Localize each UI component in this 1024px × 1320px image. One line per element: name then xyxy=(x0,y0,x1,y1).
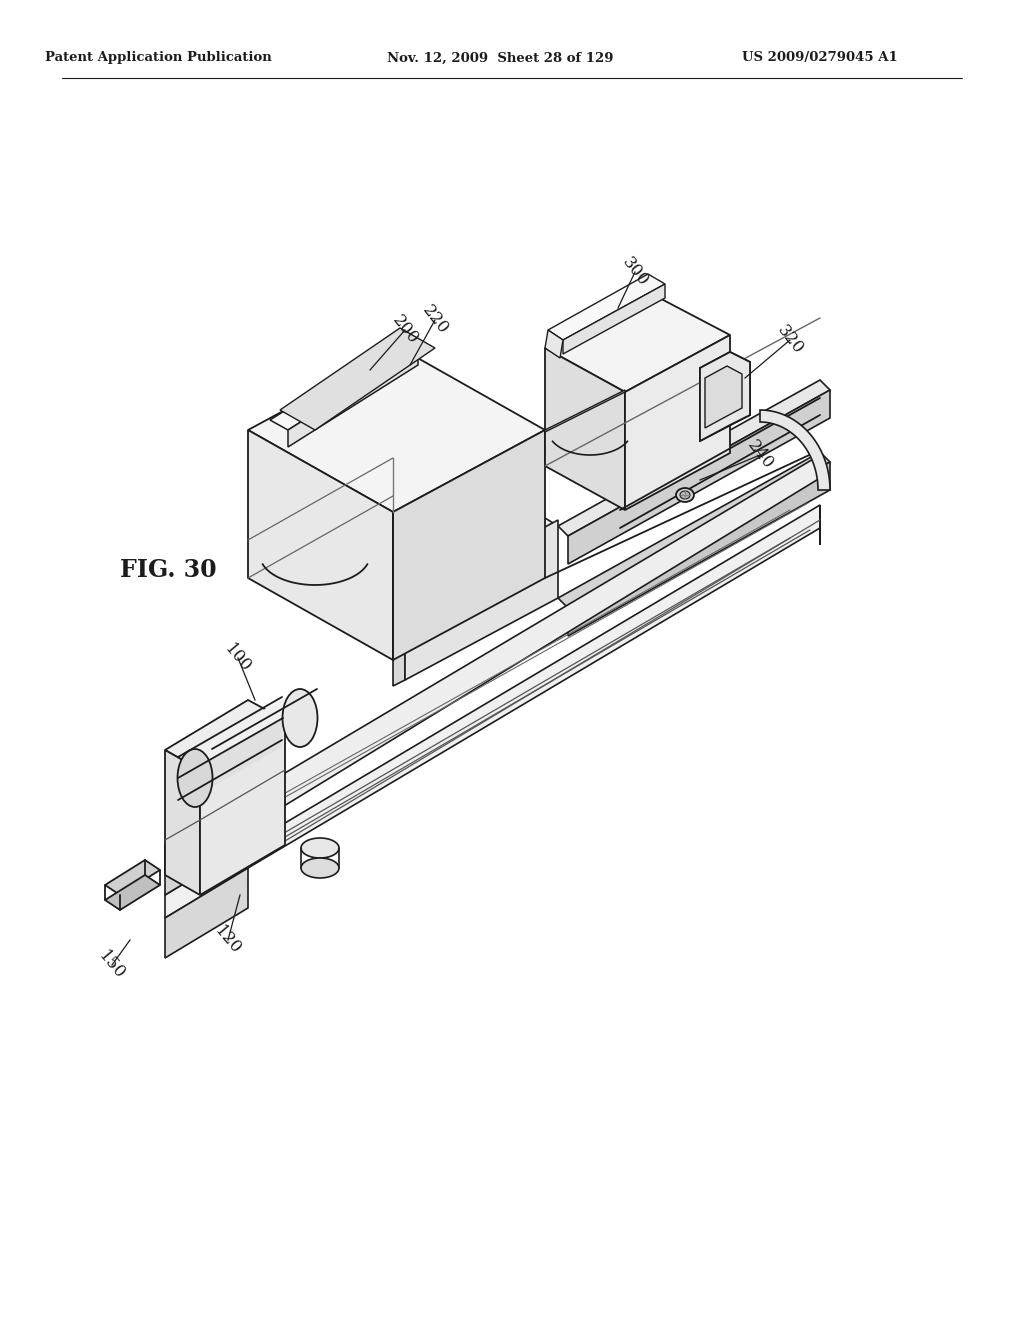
Polygon shape xyxy=(406,520,558,680)
Polygon shape xyxy=(760,411,830,490)
Text: 320: 320 xyxy=(773,322,807,358)
Polygon shape xyxy=(563,284,665,354)
Polygon shape xyxy=(558,451,830,609)
Text: 200: 200 xyxy=(388,313,422,347)
Polygon shape xyxy=(105,861,160,895)
Polygon shape xyxy=(165,506,820,917)
Polygon shape xyxy=(568,462,830,636)
Polygon shape xyxy=(165,700,285,770)
Polygon shape xyxy=(393,517,558,609)
Polygon shape xyxy=(625,335,730,510)
Ellipse shape xyxy=(301,838,339,858)
Polygon shape xyxy=(177,718,282,807)
Text: FIG. 30: FIG. 30 xyxy=(120,558,217,582)
Polygon shape xyxy=(165,455,820,869)
Text: 150: 150 xyxy=(95,948,129,982)
Polygon shape xyxy=(165,818,248,895)
Text: 220: 220 xyxy=(419,302,452,338)
Polygon shape xyxy=(270,338,418,430)
Polygon shape xyxy=(558,380,830,536)
Polygon shape xyxy=(548,275,665,341)
Polygon shape xyxy=(545,330,563,358)
Ellipse shape xyxy=(676,488,694,502)
Polygon shape xyxy=(393,602,406,686)
Polygon shape xyxy=(393,430,545,660)
Polygon shape xyxy=(545,348,625,510)
Ellipse shape xyxy=(301,858,339,878)
Text: 120: 120 xyxy=(211,923,245,958)
Text: 100: 100 xyxy=(221,640,255,676)
Polygon shape xyxy=(288,348,418,447)
Polygon shape xyxy=(165,750,200,895)
Ellipse shape xyxy=(177,748,213,807)
Text: US 2009/0279045 A1: US 2009/0279045 A1 xyxy=(742,51,898,65)
Polygon shape xyxy=(545,292,730,392)
Polygon shape xyxy=(165,869,248,958)
Polygon shape xyxy=(700,352,750,441)
Text: 240: 240 xyxy=(743,437,776,473)
Polygon shape xyxy=(280,327,435,430)
Polygon shape xyxy=(545,389,625,432)
Polygon shape xyxy=(195,689,300,777)
Polygon shape xyxy=(568,389,830,564)
Polygon shape xyxy=(248,348,545,512)
Polygon shape xyxy=(105,875,160,909)
Polygon shape xyxy=(705,366,742,428)
Polygon shape xyxy=(200,719,285,895)
Ellipse shape xyxy=(680,491,690,499)
Text: Nov. 12, 2009  Sheet 28 of 129: Nov. 12, 2009 Sheet 28 of 129 xyxy=(387,51,613,65)
Text: Patent Application Publication: Patent Application Publication xyxy=(45,51,271,65)
Text: 300: 300 xyxy=(618,255,651,290)
Ellipse shape xyxy=(283,689,317,747)
Polygon shape xyxy=(248,430,393,660)
